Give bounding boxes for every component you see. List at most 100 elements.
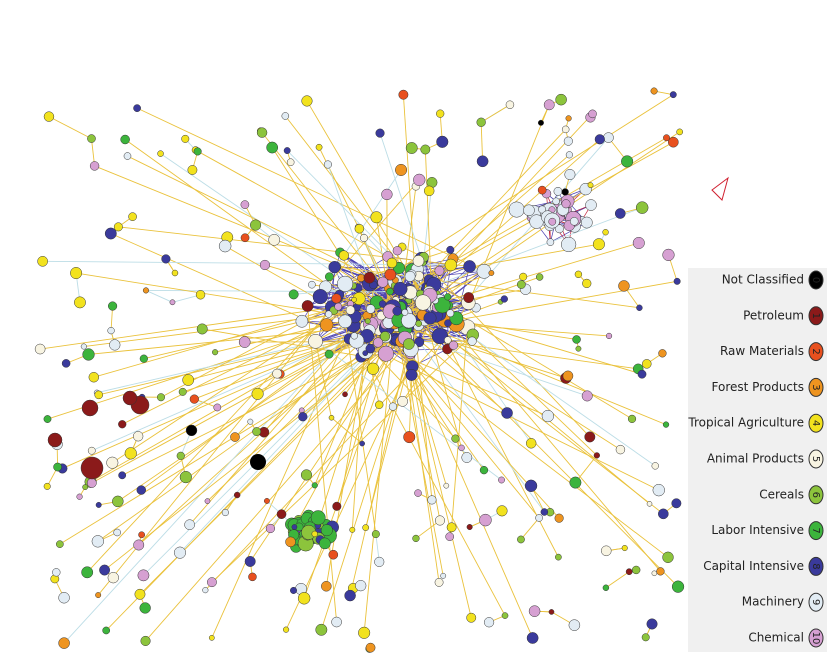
node [642,359,652,369]
node [95,501,102,508]
edge [124,139,370,316]
node [373,337,384,348]
node [354,223,365,234]
node [311,482,318,489]
edge [40,306,339,350]
node [461,452,473,463]
node [618,280,630,292]
edge [393,129,567,314]
legend-swatch [808,521,824,541]
node [621,545,628,552]
node [133,539,145,551]
node [584,431,596,443]
node [142,287,149,294]
node [308,280,316,289]
node [328,549,339,560]
edge [145,289,430,293]
node [669,91,677,99]
edge [447,322,532,444]
legend-swatch [808,628,824,648]
node [395,163,408,176]
node [34,343,46,355]
node [328,261,341,274]
node [467,336,477,346]
node [74,296,86,309]
node [298,412,308,422]
node [413,173,426,187]
node [99,564,110,576]
node [625,568,633,576]
node [588,109,597,119]
node [82,348,95,361]
node [605,332,613,340]
node [401,312,417,329]
node [569,476,582,489]
node [247,418,254,425]
node [204,498,211,504]
node [602,584,610,591]
node [208,634,215,641]
node [136,485,146,495]
node [124,447,137,460]
node [113,222,123,232]
node [505,100,515,109]
node [70,267,83,280]
node [250,219,262,231]
node [349,526,356,533]
node [379,331,391,342]
node [479,513,492,527]
node [517,535,525,544]
node [139,602,151,614]
legend-swatch [808,306,824,326]
node [240,200,250,209]
node [582,278,592,289]
node [652,483,665,497]
node [43,482,51,490]
node [375,128,385,138]
node [171,269,179,277]
node [535,273,544,281]
node [213,403,222,412]
node [386,287,394,296]
node [365,642,376,653]
node [134,588,146,600]
node [312,289,328,305]
node [646,501,653,507]
node [324,349,334,359]
node [359,440,365,447]
node [444,293,452,301]
node [519,272,528,281]
node [320,524,333,537]
node [537,119,544,126]
edge [605,571,630,589]
node [184,519,195,531]
node [564,169,576,181]
node [523,204,535,217]
node [445,532,455,541]
node [401,308,409,316]
node [526,632,539,644]
node [414,294,432,311]
edge [172,294,201,303]
edge [127,155,384,283]
node [123,152,132,160]
node [436,109,445,118]
edge [110,233,350,340]
node [195,290,206,300]
node [256,127,268,138]
node [483,617,495,628]
node [106,456,119,469]
edge [202,328,366,358]
node [463,260,476,273]
node [563,136,573,146]
node [107,327,115,335]
edge [451,327,468,528]
node [384,268,397,281]
node [552,197,560,205]
node [671,580,685,593]
node [479,465,489,475]
node [632,236,645,249]
edge [402,94,419,326]
node [404,270,416,282]
node [331,293,342,304]
